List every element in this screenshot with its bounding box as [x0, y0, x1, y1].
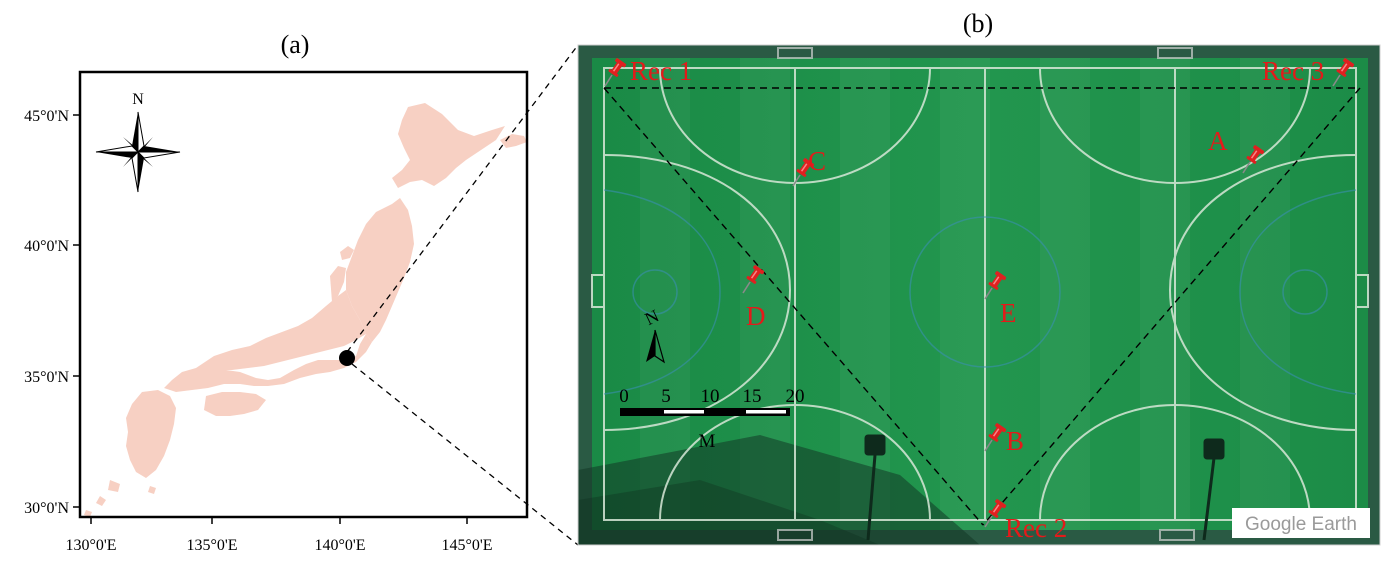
- scale-unit: M: [699, 431, 716, 452]
- svg-text:Google Earth: Google Earth: [1245, 514, 1357, 535]
- lon-tick-label: 145°0'E: [441, 537, 492, 554]
- north-arrow-icon: [646, 329, 666, 364]
- lat-tick-label: 40°0'N: [24, 238, 69, 255]
- point-label-e: E: [1000, 298, 1017, 328]
- lat-ticks: [73, 114, 80, 508]
- point-label-rec1: Rec 1: [630, 56, 692, 86]
- point-label-b: B: [1006, 426, 1024, 456]
- panel-b: (b): [577, 9, 1381, 546]
- north-label: N: [132, 91, 144, 108]
- lat-tick-label: 45°0'N: [24, 108, 69, 125]
- compass-rose-icon: [95, 111, 181, 193]
- point-label-rec2: Rec 2: [1005, 513, 1067, 543]
- study-site-marker: [339, 350, 355, 366]
- point-label-a: A: [1208, 126, 1228, 156]
- field-image: [578, 45, 1380, 545]
- receiver-triangle: [603, 87, 1361, 526]
- panel-b-label: (b): [963, 9, 993, 38]
- lon-tick-label: 130°0'E: [65, 537, 116, 554]
- google-earth-watermark: Google Earth: [1232, 508, 1370, 538]
- lat-tick-label: 35°0'N: [24, 369, 69, 386]
- zoom-connector-lines: [346, 44, 579, 546]
- scale-bar: 0 5 10 15 20 M: [619, 386, 804, 452]
- lat-tick-label: 30°0'N: [24, 500, 69, 517]
- japan-land: [84, 103, 527, 517]
- scale-tick-label: 0: [619, 386, 629, 407]
- scale-tick-label: 15: [743, 386, 762, 407]
- lon-ticks: [90, 517, 468, 524]
- scale-tick-label: 5: [661, 386, 671, 407]
- lon-tick-label: 135°0'E: [186, 537, 237, 554]
- panel-a-label: (a): [281, 30, 310, 59]
- map-frame: [78, 70, 529, 519]
- lon-tick-label: 140°0'E: [314, 537, 365, 554]
- scale-tick-label: 10: [701, 386, 720, 407]
- panel-a: (a): [24, 30, 529, 554]
- scale-tick-label: 20: [786, 386, 805, 407]
- point-label-rec3: Rec 3: [1262, 56, 1324, 86]
- field-frame: [577, 44, 1381, 546]
- point-label-c: C: [808, 146, 826, 176]
- point-label-d: D: [746, 301, 766, 331]
